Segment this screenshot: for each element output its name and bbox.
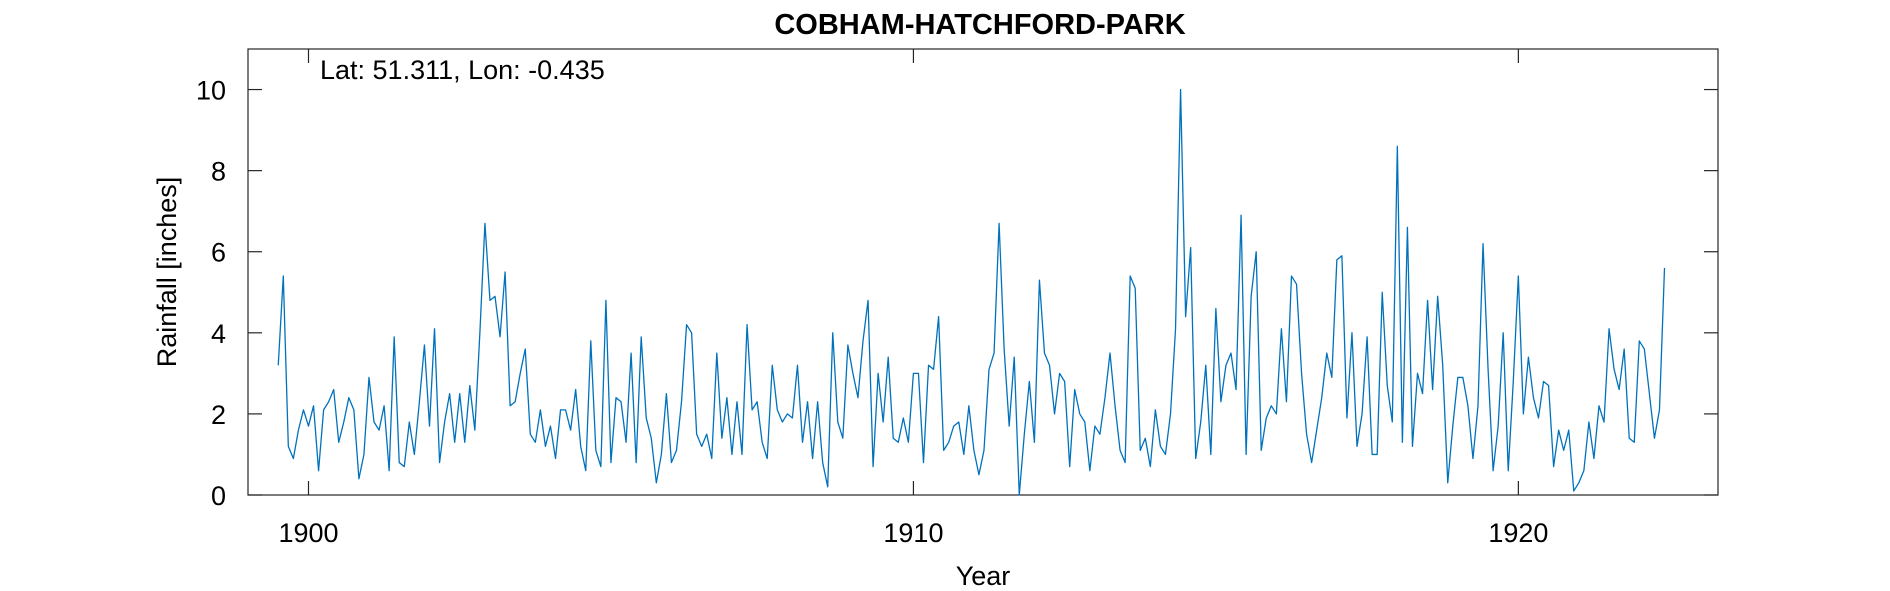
- y-axis-label: Rainfall [inches]: [152, 177, 182, 368]
- rainfall-series-line: [277, 88, 1666, 496]
- coordinates-annotation: Lat: 51.311, Lon: -0.435: [320, 55, 605, 85]
- x-tick-label: 1920: [1488, 518, 1548, 548]
- plot-area-frame: [247, 48, 1719, 496]
- y-tick-label: 4: [211, 319, 226, 349]
- y-tick-label: 2: [211, 400, 226, 430]
- y-tick-label: 10: [196, 76, 226, 106]
- x-tick-label: 1910: [883, 518, 943, 548]
- y-tick-label: 0: [211, 481, 226, 511]
- x-tick-label: 1900: [278, 518, 338, 548]
- y-tick-label: 6: [211, 238, 226, 268]
- x-axis-label: Year: [956, 561, 1011, 591]
- y-tick-label: 8: [211, 157, 226, 187]
- chart-title: COBHAM-HATCHFORD-PARK: [774, 9, 1185, 41]
